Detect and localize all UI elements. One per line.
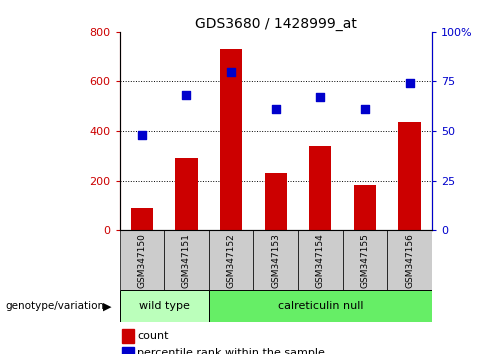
Point: [316, 95, 324, 100]
Bar: [209, 230, 253, 290]
Bar: [209, 290, 432, 322]
Bar: [131, 208, 153, 230]
Text: GSM347155: GSM347155: [361, 233, 369, 288]
Point: [361, 106, 369, 112]
Bar: [120, 290, 209, 322]
Text: genotype/variation: genotype/variation: [5, 301, 104, 311]
Text: calreticulin null: calreticulin null: [278, 301, 363, 311]
Point: [406, 81, 413, 86]
Text: GSM347154: GSM347154: [316, 233, 325, 287]
Text: GSM347153: GSM347153: [271, 233, 280, 288]
Text: count: count: [137, 331, 169, 341]
Bar: [120, 230, 164, 290]
Bar: [298, 230, 343, 290]
Text: wild type: wild type: [139, 301, 190, 311]
Bar: [220, 49, 242, 230]
Text: GSM347151: GSM347151: [182, 233, 191, 288]
Bar: [164, 230, 209, 290]
Bar: [398, 122, 421, 230]
Text: GSM347150: GSM347150: [137, 233, 146, 288]
Text: ▶: ▶: [103, 301, 112, 311]
Point: [272, 106, 280, 112]
Bar: [309, 146, 331, 230]
Text: GSM347156: GSM347156: [405, 233, 414, 288]
Title: GDS3680 / 1428999_at: GDS3680 / 1428999_at: [195, 17, 357, 31]
Point: [183, 92, 190, 98]
Bar: [253, 230, 298, 290]
Bar: [122, 329, 134, 343]
Bar: [175, 158, 198, 230]
Bar: [343, 230, 387, 290]
Text: GSM347152: GSM347152: [226, 233, 236, 287]
Bar: [354, 185, 376, 230]
Bar: [264, 173, 287, 230]
Bar: [122, 347, 134, 354]
Point: [138, 132, 146, 138]
Text: percentile rank within the sample: percentile rank within the sample: [137, 348, 325, 354]
Bar: [387, 230, 432, 290]
Point: [227, 69, 235, 74]
